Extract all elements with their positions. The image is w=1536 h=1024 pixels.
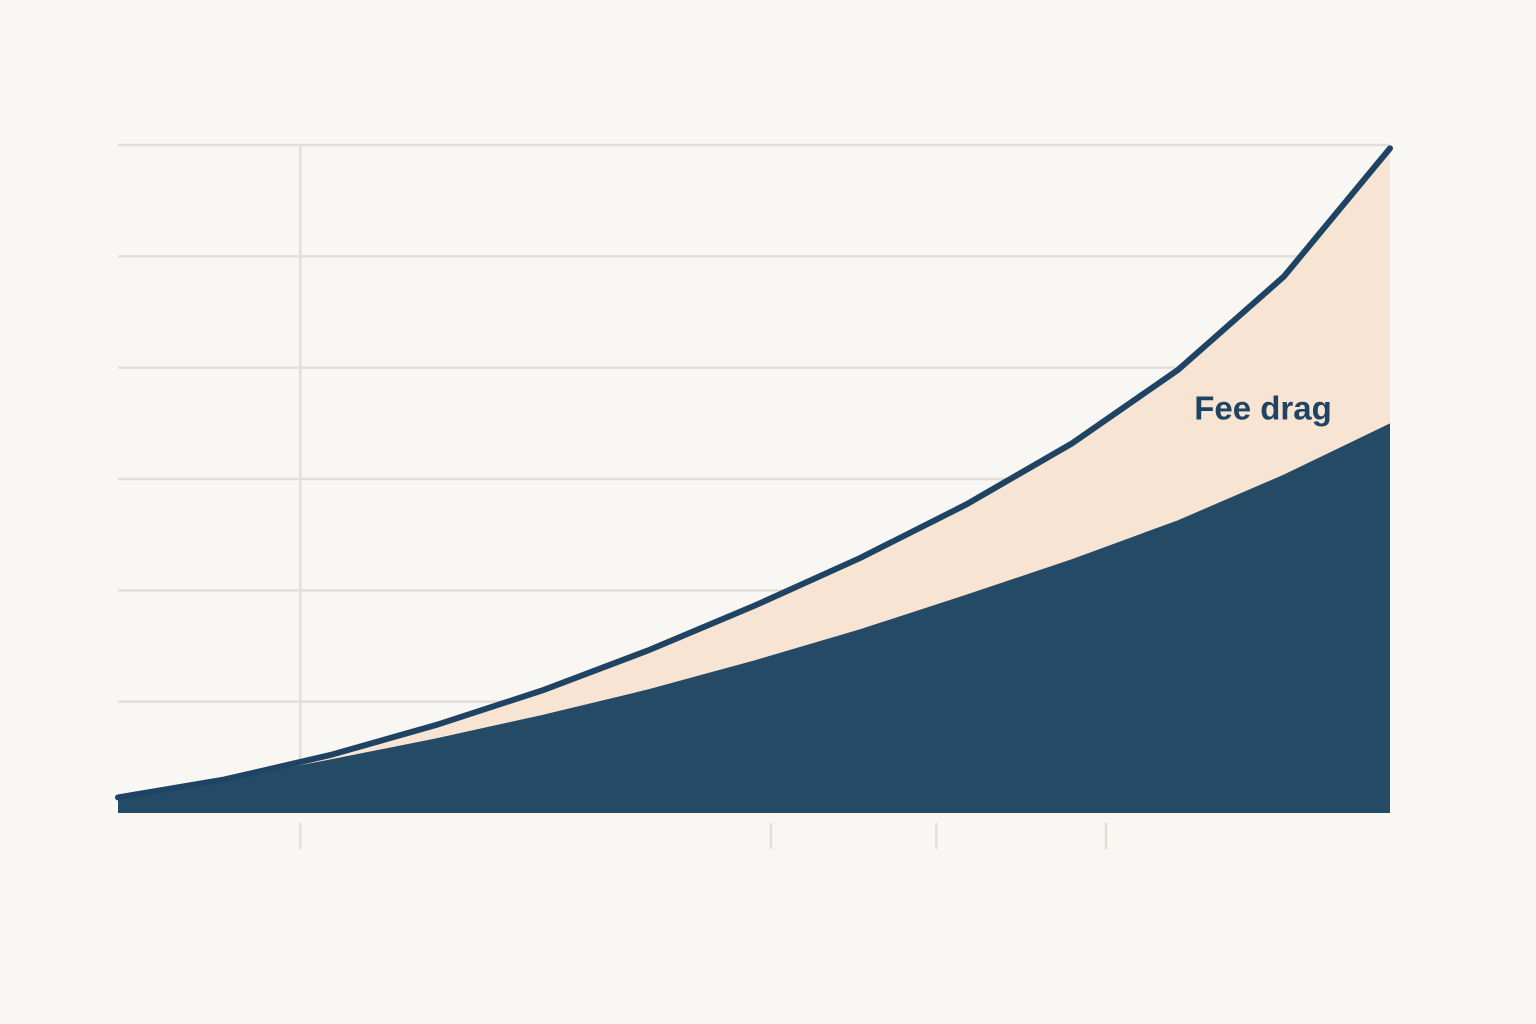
gross-line xyxy=(115,145,1393,801)
fee-drag-area xyxy=(118,148,1390,798)
annotation: Fee drag xyxy=(1194,390,1332,427)
net-area xyxy=(118,423,1390,813)
